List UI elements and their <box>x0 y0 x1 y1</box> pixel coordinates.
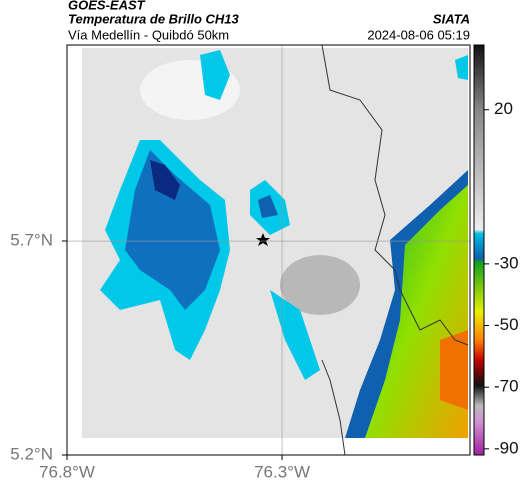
cloud <box>280 255 360 315</box>
cold-cloud <box>258 195 278 218</box>
cold-cloud <box>455 55 468 80</box>
colorbar-tick-label: -70 <box>494 377 519 396</box>
cold-cloud <box>270 290 320 380</box>
subtitle: Vía Medellín - Quibdó 50km <box>68 27 229 42</box>
cold-cloud <box>200 50 230 100</box>
location-marker <box>256 233 270 246</box>
imagery <box>82 44 469 456</box>
map-frame <box>66 44 471 456</box>
border <box>321 44 469 346</box>
cold-cloud <box>150 160 180 200</box>
cold-cloud <box>125 150 220 310</box>
x-tick-label: 76.3°W <box>254 462 310 481</box>
colorbar <box>473 44 485 456</box>
timestamp: 2024-08-06 05:19 <box>367 27 470 42</box>
source: SIATA <box>433 11 470 26</box>
border <box>321 359 346 456</box>
colorbar-tick-label: -30 <box>494 253 519 272</box>
colorbar-ticks: 20 -30 -50 -70 -90 <box>484 99 519 457</box>
y-tick-label: 5.2°N <box>10 444 53 463</box>
header: GOES-EAST Temperatura de Brillo CH13 Vía… <box>68 0 470 42</box>
satellite: GOES-EAST <box>68 0 146 12</box>
colorbar-tick-label: -90 <box>494 438 519 457</box>
colorbar-tick-label: -50 <box>494 315 519 334</box>
x-tick-label: 76.8°W <box>39 462 95 481</box>
axes: 76.8°W 76.3°W 5.2°N 5.7°N <box>10 45 470 481</box>
colorbar-tick-label: 20 <box>494 99 513 118</box>
title: Temperatura de Brillo CH13 <box>68 11 240 26</box>
warm-land <box>440 330 468 410</box>
y-tick-label: 5.7°N <box>10 230 53 249</box>
